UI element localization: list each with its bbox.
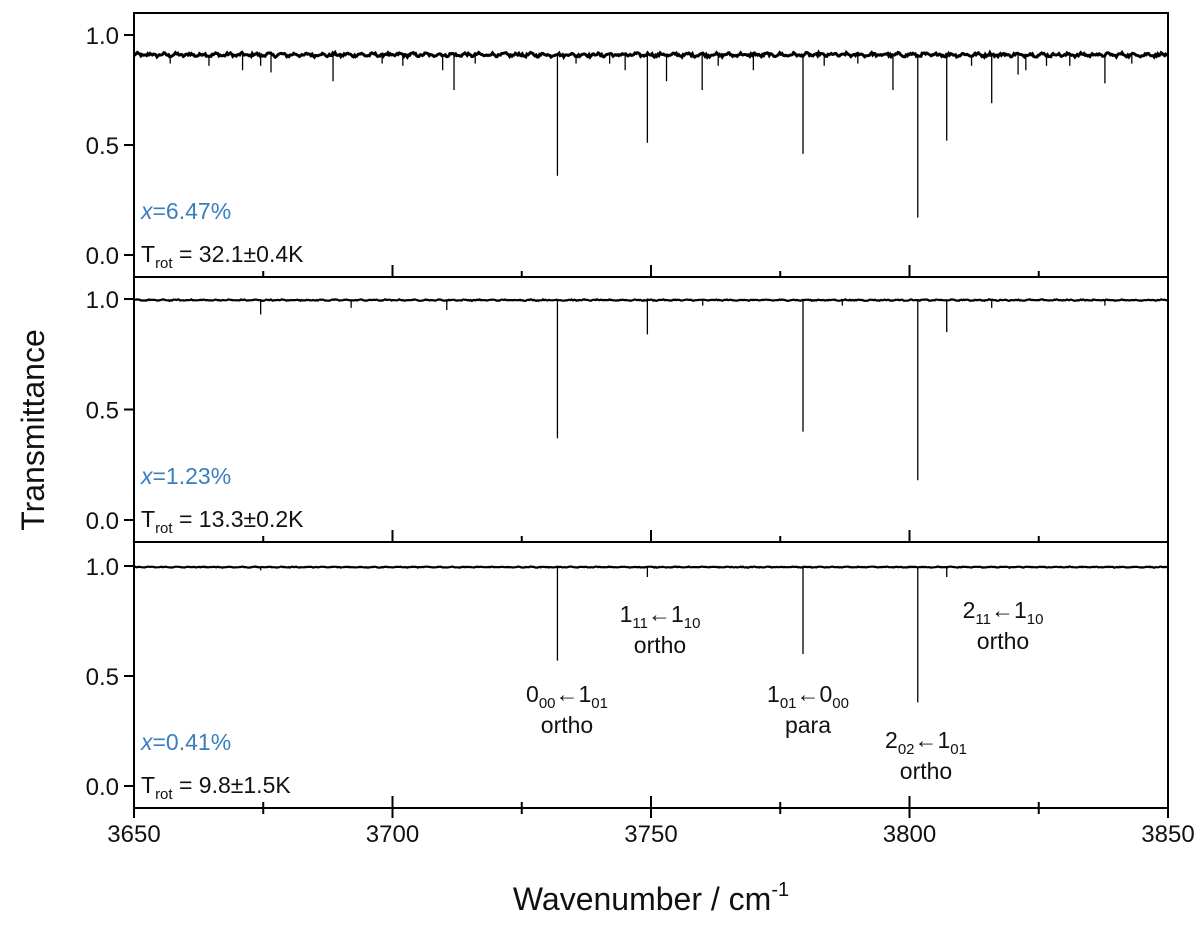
y-tick-label: 0.5 [86,133,119,160]
transition-type: ortho [541,712,593,738]
transition-lower-sub: 01 [950,741,967,758]
trot-label: Trot = 13.3±0.2K [141,506,304,537]
y-tick-label: 0.5 [86,664,119,691]
transition-upper-sub: 02 [898,741,915,758]
transition-label: 111←110 [620,601,701,632]
y-tick-label: 1.0 [86,287,119,314]
panel-1: 0.0 0.5 1.0 x=6.47% Trot = 32.1±0.4K [86,12,1169,278]
y-tick-label: 1.0 [86,23,119,50]
panel-2: 0.0 0.5 1.0 x=1.23% Trot = 13.3±0.2K [86,276,1169,543]
y-axis-title: Transmittance [15,329,51,531]
trot-label: Trot = 32.1±0.4K [141,241,304,272]
x-tick-label: 3850 [1141,821,1194,848]
y-tick-label: 0.0 [86,508,119,535]
spectrum-trace [133,565,1169,569]
transition-type: para [785,712,831,738]
concentration-value: =0.41% [153,729,232,755]
concentration-label: x=6.47% [140,198,231,224]
y-tick-label: 1.0 [86,554,119,581]
concentration-value: =1.23% [153,463,232,489]
trot-symbol: T [141,772,155,798]
transition-upper-level: 0 [526,681,539,707]
transition-arrow-lower-level: ←1 [648,601,684,627]
transition-arrow-lower-level: ←1 [991,597,1027,623]
concentration-symbol: x [140,729,154,755]
concentration-symbol: x [140,198,154,224]
trot-subscript: rot [155,255,173,272]
transition-upper-level: 1 [620,601,633,627]
transition-lower-sub: 10 [1027,611,1044,628]
trot-symbol: T [141,506,155,532]
y-tick-label: 0.5 [86,398,119,425]
transition-upper-sub: 00 [539,695,556,712]
transition-label: 202←101 [885,727,967,758]
transition-arrow-lower-level: ←0 [797,681,833,707]
transition-upper-sub: 01 [780,695,797,712]
concentration-value: =6.47% [153,198,232,224]
transition-lower-sub: 10 [684,615,701,632]
x-tick-label: 3700 [366,821,419,848]
x-axis-title: Wavenumber / cm-1 [513,879,789,917]
trot-value: = 13.3±0.2K [173,506,305,532]
transition-upper-level: 1 [767,681,780,707]
transition-type: ortho [634,632,686,658]
transition-arrow-lower-level: ←1 [915,727,951,753]
transition-lower-sub: 00 [832,695,849,712]
transition-upper-level: 2 [963,597,976,623]
concentration-label: x=0.41% [140,729,231,755]
y-tick-label: 0.0 [86,774,119,801]
trot-value: = 9.8±1.5K [173,772,292,798]
transition-upper-sub: 11 [632,615,648,632]
transition-lower-sub: 01 [591,695,608,712]
transition-upper-sub: 11 [975,611,991,628]
trot-subscript: rot [155,786,173,803]
x-tick-label: 3650 [107,821,160,848]
x-tick-label: 3750 [624,821,677,848]
panel-frame [133,541,1169,809]
panel-frame [133,276,1169,543]
x-axis-title-text: Wavenumber / cm [513,881,771,917]
concentration-label: x=1.23% [140,463,231,489]
concentration-symbol: x [140,463,154,489]
spectrum-trace [133,298,1169,303]
transition-type: ortho [900,758,952,784]
trot-symbol: T [141,241,155,267]
transition-label: 211←110 [963,597,1044,628]
trot-label: Trot = 9.8±1.5K [141,772,291,803]
x-tick-label: 3800 [883,821,936,848]
transition-label: 000←101 [526,681,608,712]
trot-subscript: rot [155,520,173,537]
x-axis-title-sup: -1 [771,879,789,901]
y-tick-label: 0.0 [86,243,119,270]
trot-value: = 32.1±0.4K [173,241,305,267]
transition-label: 101←000 [767,681,849,712]
spectrum-trace [133,49,1169,61]
transition-upper-level: 2 [885,727,898,753]
transition-type: ortho [977,628,1029,654]
panel-3: 0.0 0.5 1.0 x=0.41% Trot = 9.8±1.5K [86,541,1169,809]
transition-arrow-lower-level: ←1 [556,681,592,707]
